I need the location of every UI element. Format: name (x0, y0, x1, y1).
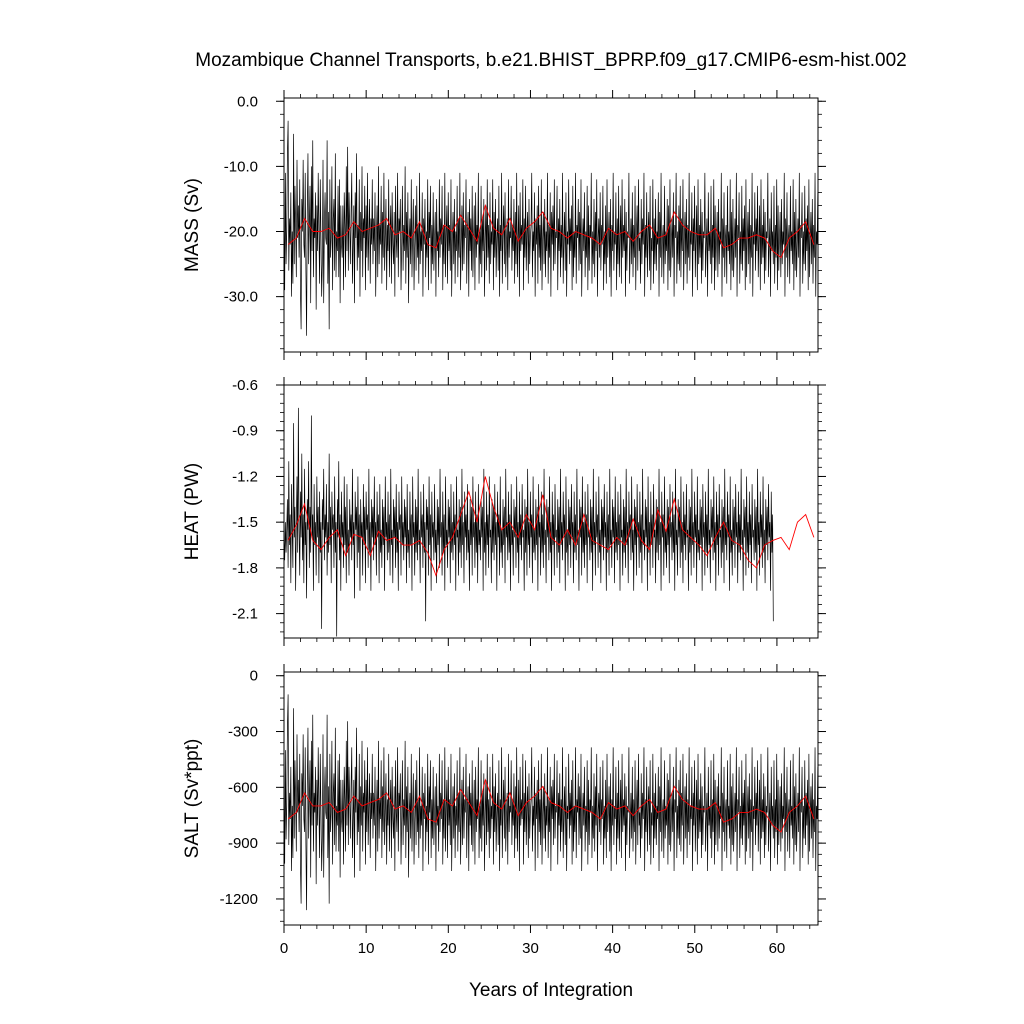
plot-frame (283, 97, 819, 353)
y-tick-label: -1.5 (232, 514, 258, 531)
x-tick-label: 50 (686, 940, 703, 957)
x-axis-label: Years of Integration (469, 980, 633, 1001)
y-tick-label: -600 (228, 779, 258, 796)
y-tick-label: -20.0 (224, 224, 258, 241)
series-line-annual (287, 476, 815, 577)
x-tick-label: 20 (440, 940, 457, 957)
panel-2: -0.6 -0.9 -1.2 -1.5 -1.8 -2.1 HEAT (PW) (182, 377, 826, 646)
y-tick-label: -1200 (220, 891, 258, 908)
x-tick-label: 40 (604, 940, 621, 957)
y-axis-label: HEAT (PW) (182, 463, 203, 560)
y-axis-label: MASS (Sv) (182, 178, 203, 272)
series-line-annual (287, 203, 815, 259)
y-axis-label: SALT (Sv*ppt) (182, 739, 203, 859)
y-tick-label: -10.0 (224, 158, 258, 175)
panel-1: 0.0 -10.0 -20.0 -30.0 MASS (Sv) (182, 90, 826, 360)
series-line-monthly (284, 694, 818, 911)
y-tick-label: -1.2 (232, 468, 258, 485)
x-tick-label: 60 (769, 940, 786, 957)
series-line-monthly (284, 407, 774, 637)
chart-title: Mozambique Channel Transports, b.e21.BHI… (195, 50, 906, 71)
x-tick-label: 10 (358, 940, 375, 957)
y-tick-label: -900 (228, 835, 258, 852)
x-tick-label: 0 (280, 940, 288, 957)
y-tick-label: 0 (250, 668, 258, 685)
y-tick-label: 0.0 (237, 93, 258, 110)
y-tick-label: -1.8 (232, 560, 258, 577)
plot-frame (283, 384, 819, 639)
x-tick-label: 30 (522, 940, 539, 957)
y-tick-label: -0.6 (232, 377, 258, 394)
y-tick-label: -30.0 (224, 289, 258, 306)
panel-3: 0 10 20 30 40 50 60 0 -300 -600 -900 -1200 SALT (Sv*… (182, 664, 826, 957)
series-line-monthly (284, 120, 818, 336)
series-line-annual (287, 778, 815, 833)
y-tick-label: -300 (228, 724, 258, 741)
y-tick-label: -2.1 (232, 606, 258, 623)
y-tick-label: -0.9 (232, 423, 258, 440)
